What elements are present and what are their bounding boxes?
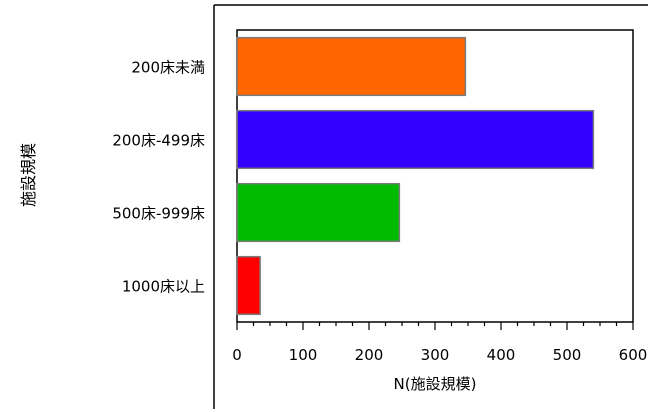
x-tick-label: 400 xyxy=(487,346,516,364)
category-label: 1000床以上 xyxy=(122,278,205,296)
bar-3 xyxy=(236,182,401,243)
x-axis-title: N(施設規模) xyxy=(394,375,477,393)
x-tick-label: 500 xyxy=(553,346,582,364)
x-tick-label: 100 xyxy=(289,346,318,364)
category-label: 200床未満 xyxy=(131,59,205,77)
x-tick-label: 200 xyxy=(355,346,384,364)
category-label: 200床-499床 xyxy=(112,132,205,150)
x-tick-label: 300 xyxy=(421,346,450,364)
x-tick-label: 0 xyxy=(232,346,242,364)
category-label: 500床-999床 xyxy=(112,205,205,223)
y-axis-title: 施設規模 xyxy=(19,143,38,207)
bar-4 xyxy=(236,255,261,316)
x-tick-label: 600 xyxy=(619,346,648,364)
bar-1 xyxy=(236,36,467,97)
bar-2 xyxy=(236,109,595,170)
